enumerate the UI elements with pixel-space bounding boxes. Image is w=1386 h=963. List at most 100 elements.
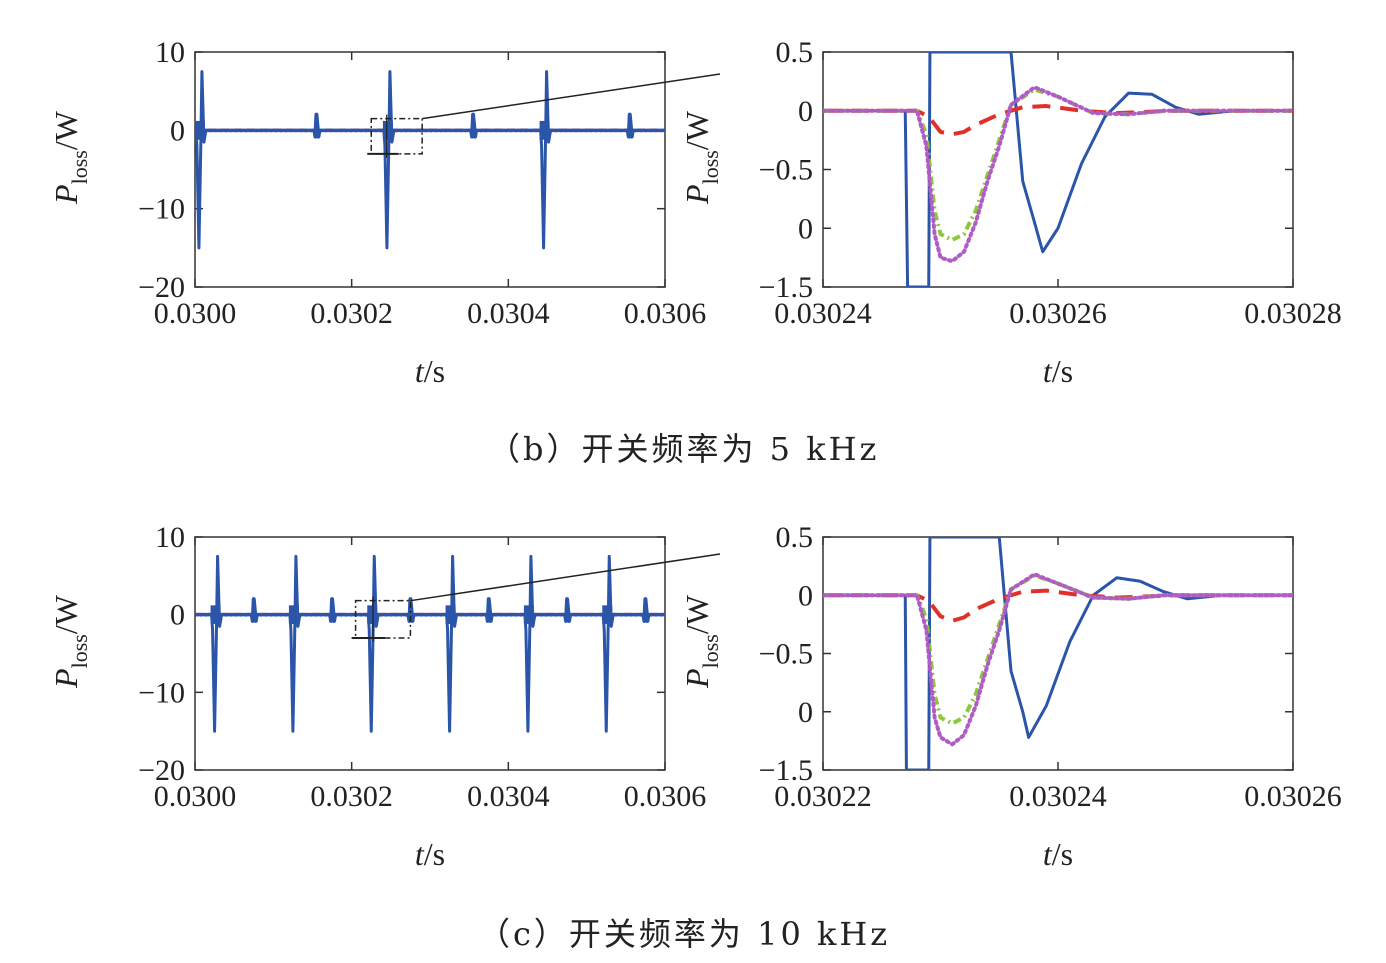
y-axis-label: Ploss/W xyxy=(48,110,92,205)
x-axis-label: t/s xyxy=(415,836,445,872)
y-tick-label: 0.5 xyxy=(776,521,814,554)
spike-base xyxy=(195,120,205,140)
spike-large xyxy=(288,554,302,733)
chart-c-main: 0.0300 0.0302 0.0304 0.0306 10 0 −10 −20 Ploss/W… xyxy=(48,521,706,872)
plot-frame xyxy=(822,51,1294,288)
zoom-connector-b xyxy=(422,73,721,120)
series-green-dashdot xyxy=(823,573,1293,726)
y-tick-label: −0.5 xyxy=(759,638,813,671)
spike-base xyxy=(539,120,550,140)
zoom-connectors xyxy=(410,73,721,602)
spike-base xyxy=(210,605,221,624)
plot-area xyxy=(195,70,665,250)
y-tick-label: 10 xyxy=(155,521,185,554)
spike-small xyxy=(249,597,259,623)
x-tick-label: 0.0306 xyxy=(624,297,707,330)
y-tick-label: 0 xyxy=(798,696,813,729)
plot-area xyxy=(823,52,1293,287)
chart-c-zoom: 0.03022 0.03024 0.030260.50−0.50−1.5Ploss/… xyxy=(679,521,1342,872)
x-tick-label: 0.0306 xyxy=(624,780,707,813)
y-tick-label: 0 xyxy=(798,579,813,612)
spike-small xyxy=(406,597,416,623)
x-label-main: t xyxy=(415,836,425,872)
x-label-unit: /s xyxy=(424,353,445,389)
spike-base xyxy=(382,120,393,140)
y-tick-label: 0.5 xyxy=(776,36,814,69)
x-tick-label: 0.03026 xyxy=(1009,297,1107,330)
chart-b-zoom: 0.03024 0.03026 0.030280.50−0.50−1.5Ploss/… xyxy=(679,36,1342,389)
plot-frame xyxy=(194,536,666,771)
spike-small xyxy=(312,112,322,139)
chart-b-main: 0.0300 0.0302 0.0304 0.0306 10 0 −10 −20 Ploss/W… xyxy=(48,36,706,389)
x-tick-label: 0.0302 xyxy=(310,297,393,330)
y-label-main: P xyxy=(679,668,715,689)
y-tick-label: 0 xyxy=(170,599,185,632)
x-tick-label: 0.03024 xyxy=(1009,780,1107,813)
x-axis-label: t/s xyxy=(1043,353,1073,389)
series-purple-dotted xyxy=(823,572,1293,747)
y-axis-label: Ploss/W xyxy=(48,594,92,689)
y-tick-label: 0 xyxy=(798,95,813,128)
x-tick-label: 0.0300 xyxy=(154,780,237,813)
y-tick-label: −20 xyxy=(138,754,185,787)
x-label-unit: /s xyxy=(1052,353,1073,389)
caption-b: （b）开关频率为 5 kHz xyxy=(488,430,879,468)
series-purple-dotted xyxy=(823,85,1293,264)
spike-large xyxy=(539,70,553,250)
x-axis-label: t/s xyxy=(415,353,445,389)
zoom-box xyxy=(370,117,423,155)
series-red-dashed xyxy=(823,588,1293,623)
zoom-connector-c xyxy=(410,553,721,602)
caption-c: （c）开关频率为 10 kHz xyxy=(478,915,890,953)
y-label-sub: loss xyxy=(698,634,723,668)
y-label-sub: loss xyxy=(67,634,92,668)
spike-small xyxy=(625,112,635,139)
y-tick-label: −10 xyxy=(138,193,185,226)
spike-base xyxy=(367,605,378,624)
x-tick-label: 0.03026 xyxy=(1244,780,1342,813)
y-label-unit: /W xyxy=(48,594,84,634)
spike-large xyxy=(195,70,208,250)
x-label-unit: /s xyxy=(424,836,445,872)
zoom-box xyxy=(354,599,412,639)
y-label-main: P xyxy=(48,668,84,689)
spike-large xyxy=(210,554,224,733)
x-label-main: t xyxy=(1043,836,1053,872)
x-tick-label: 0.03022 xyxy=(774,780,872,813)
spike-small xyxy=(328,597,338,623)
y-label-unit: /W xyxy=(679,110,715,150)
x-tick-label: 0.0300 xyxy=(154,297,237,330)
x-label-main: t xyxy=(415,353,425,389)
y-tick-label: 0 xyxy=(170,114,185,147)
plot-frame xyxy=(194,51,666,288)
x-tick-label: 0.0304 xyxy=(467,297,550,330)
spike-base xyxy=(523,605,534,624)
spike-small xyxy=(469,112,479,139)
x-tick-label: 0.0302 xyxy=(310,780,393,813)
x-label-unit: /s xyxy=(1052,836,1073,872)
spike-small xyxy=(484,597,494,623)
spike-large xyxy=(445,554,459,733)
x-tick-label: 0.03024 xyxy=(774,297,872,330)
y-tick-label: −1.5 xyxy=(759,754,813,787)
y-label-main: P xyxy=(679,184,715,205)
y-tick-label: 10 xyxy=(155,36,185,69)
spike-small xyxy=(563,597,573,623)
x-label-main: t xyxy=(1043,353,1053,389)
spike-base xyxy=(602,605,613,624)
y-label-main: P xyxy=(48,184,84,205)
y-axis-label: Ploss/W xyxy=(679,594,723,689)
y-tick-label: −1.5 xyxy=(759,271,813,304)
x-axis-label: t/s xyxy=(1043,836,1073,872)
y-label-sub: loss xyxy=(698,150,723,184)
spike-large xyxy=(601,554,615,733)
spike-small xyxy=(641,597,651,623)
x-tick-label: 0.0304 xyxy=(467,780,550,813)
series-blue-solid xyxy=(823,52,1293,287)
y-tick-label: −10 xyxy=(138,676,185,709)
spike-base xyxy=(288,605,299,624)
y-label-sub: loss xyxy=(67,150,92,184)
y-tick-label: 0 xyxy=(798,212,813,245)
plot-area xyxy=(195,554,665,733)
